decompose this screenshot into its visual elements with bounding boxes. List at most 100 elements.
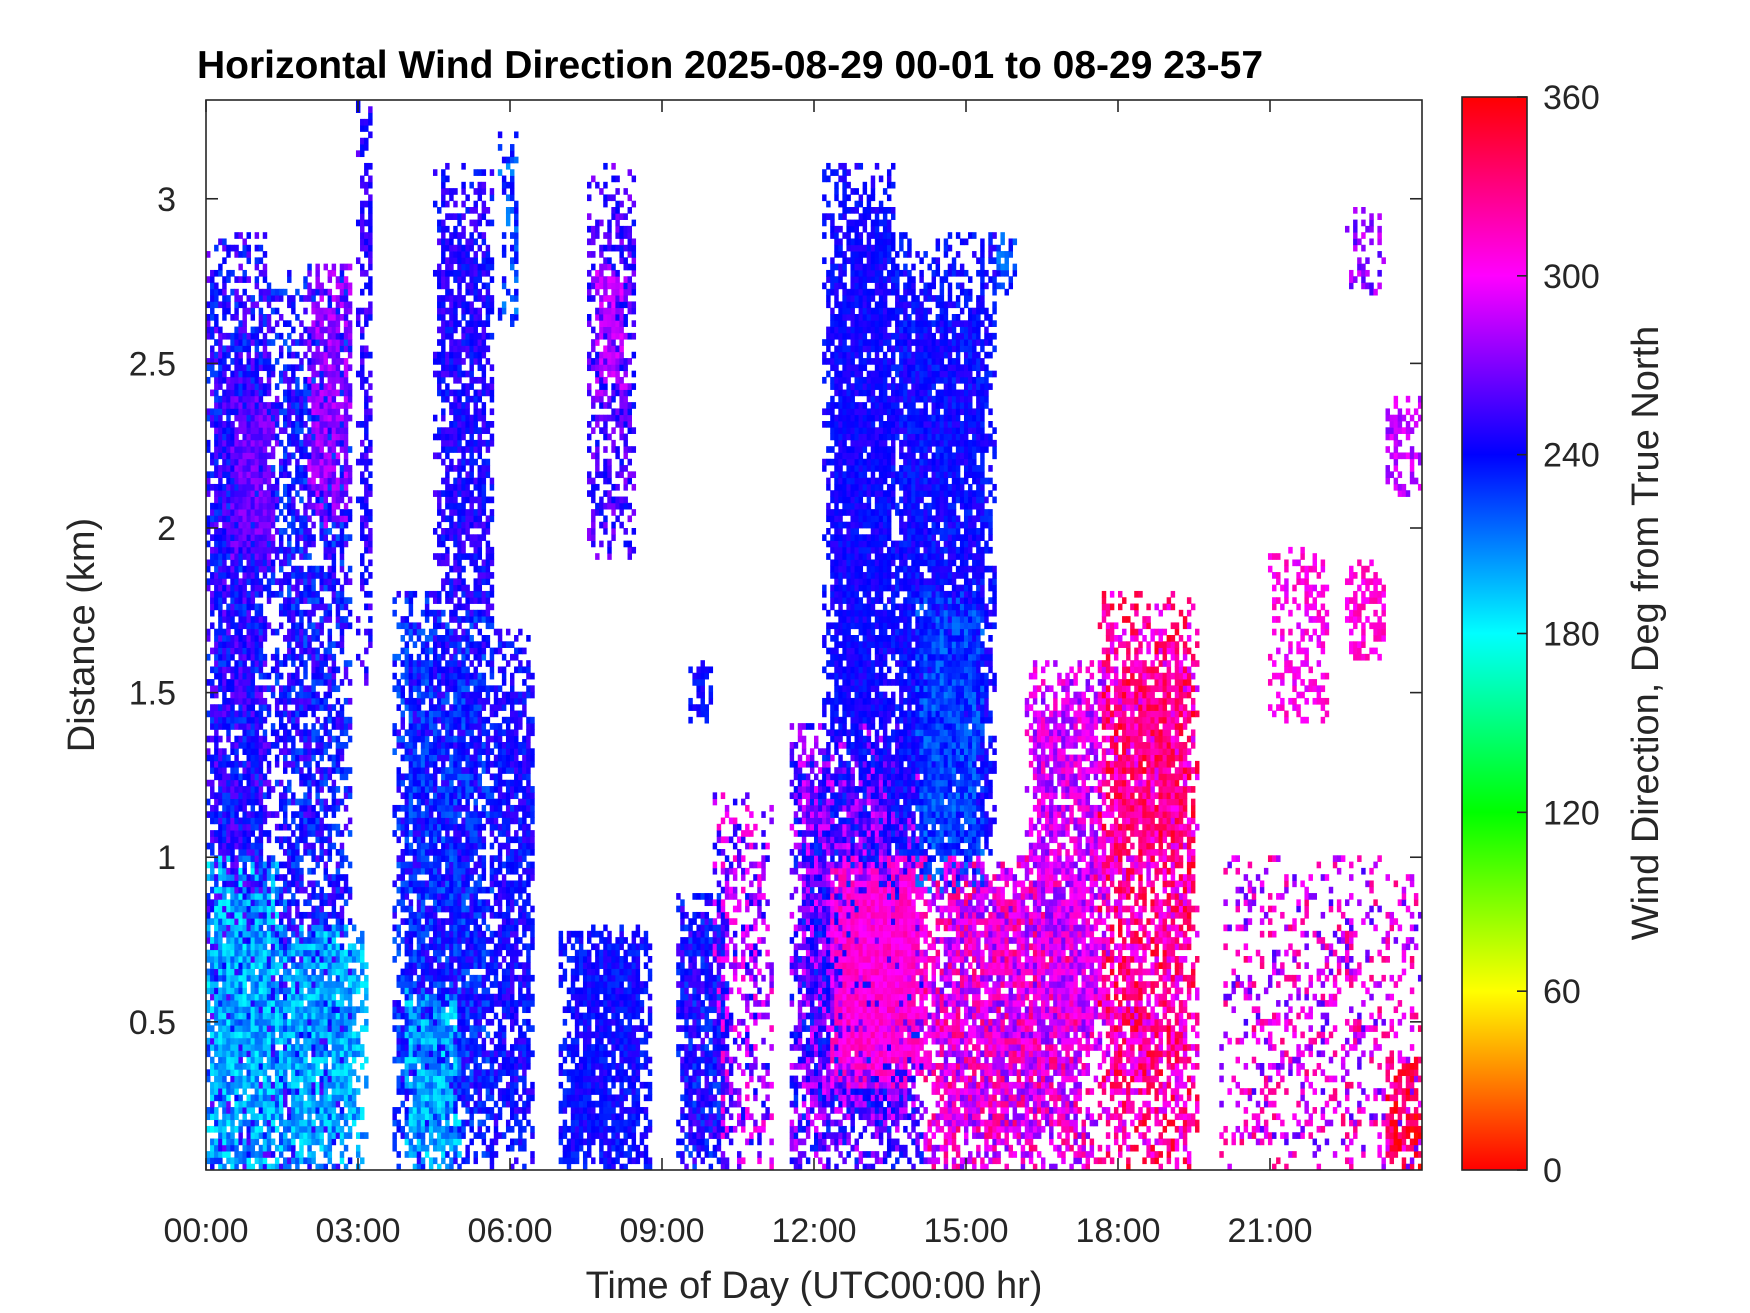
heatmap-cell [355, 1144, 361, 1152]
heatmap-cell [287, 603, 292, 611]
heatmap-cell [437, 1025, 442, 1032]
heatmap-cell [254, 358, 260, 365]
heatmap-cell [343, 578, 349, 586]
heatmap-cell [262, 968, 268, 976]
heatmap-cell [303, 798, 308, 806]
heatmap-cell [307, 282, 312, 290]
heatmap-cell [230, 987, 235, 995]
heatmap-cell [254, 257, 260, 265]
heatmap-cell [420, 974, 426, 982]
heatmap-cell [307, 893, 312, 900]
heatmap-cell [424, 867, 430, 875]
heatmap-cell [254, 924, 260, 932]
heatmap-cell [339, 553, 345, 560]
heatmap-cell [226, 477, 231, 485]
heatmap-cell [355, 1044, 361, 1051]
heatmap-cell [250, 773, 256, 781]
heatmap-cell [283, 798, 288, 806]
heatmap-cell [307, 622, 312, 630]
heatmap-cell [420, 861, 426, 869]
heatmap-cell [315, 471, 320, 479]
heatmap-cell [250, 937, 256, 944]
heatmap-cell [250, 993, 256, 1001]
heatmap-cell [242, 911, 247, 919]
heatmap-cell [299, 1107, 304, 1114]
heatmap-cell [283, 1018, 288, 1026]
heatmap-cell [250, 641, 256, 648]
heatmap-cell [331, 584, 337, 592]
heatmap-cell [254, 1088, 260, 1095]
heatmap-cell [230, 1157, 235, 1165]
heatmap-cell [230, 546, 235, 554]
heatmap-cell [295, 439, 300, 447]
heatmap-cell [291, 798, 296, 806]
heatmap-cell [307, 1044, 312, 1051]
heatmap-cell [222, 370, 227, 378]
heatmap-cell [246, 842, 251, 850]
heatmap-cell [226, 1094, 231, 1102]
heatmap-cell [335, 823, 341, 831]
heatmap-cell [242, 685, 247, 693]
heatmap-cell [270, 1163, 276, 1171]
heatmap-cell [311, 603, 316, 611]
heatmap-cell [323, 326, 328, 334]
heatmap-cell [307, 742, 312, 749]
heatmap-cell [210, 288, 215, 296]
heatmap-cell [262, 1144, 268, 1152]
heatmap-cell [226, 647, 231, 655]
heatmap-cell [311, 956, 316, 963]
heatmap-cell [343, 1056, 349, 1064]
heatmap-cell [311, 893, 316, 900]
heatmap-cell [416, 628, 422, 636]
heatmap-cell [250, 1031, 256, 1039]
heatmap-cell [428, 729, 434, 737]
heatmap-cell [262, 616, 268, 623]
heatmap-cell [258, 1157, 264, 1165]
heatmap-cell [327, 421, 333, 428]
heatmap-cell [210, 1100, 215, 1108]
heatmap-cell [412, 748, 418, 755]
heatmap-cell [274, 1081, 280, 1089]
heatmap-cell [307, 754, 312, 762]
heatmap-cell [258, 295, 264, 302]
heatmap-cell [234, 622, 239, 630]
heatmap-cell [218, 509, 223, 516]
heatmap-cell [238, 937, 243, 944]
heatmap-cell [343, 332, 349, 340]
heatmap-cell [295, 754, 300, 762]
heatmap-cell [307, 326, 312, 334]
heatmap-cell [368, 118, 373, 126]
heatmap-cell [307, 647, 312, 655]
heatmap-cell [258, 899, 264, 907]
heatmap-cell [343, 1113, 349, 1121]
heatmap-cell [319, 395, 324, 403]
heatmap-cell [315, 760, 320, 768]
heatmap-cell [266, 1144, 272, 1152]
heatmap-cell [420, 811, 426, 818]
heatmap-cell [416, 1107, 422, 1114]
heatmap-cell [218, 1050, 223, 1058]
heatmap-cell [226, 1044, 231, 1051]
heatmap-cell [254, 1138, 260, 1146]
heatmap-cell [343, 597, 349, 604]
heatmap-cell [319, 496, 324, 504]
heatmap-cell [343, 874, 349, 881]
heatmap-cell [214, 244, 219, 252]
heatmap-cell [347, 817, 353, 825]
heatmap-cell [222, 389, 227, 397]
heatmap-cell [218, 1075, 223, 1083]
heatmap-cell [412, 704, 418, 711]
heatmap-cell [246, 704, 251, 711]
heatmap-cell [246, 345, 251, 353]
heatmap-cell [315, 1088, 320, 1095]
heatmap-cell [270, 956, 276, 963]
heatmap-cell [258, 823, 264, 831]
heatmap-cell [319, 339, 324, 346]
heatmap-cell [234, 458, 239, 466]
heatmap-cell [315, 1000, 320, 1007]
heatmap-cell [234, 1006, 239, 1014]
heatmap-cell [214, 1088, 219, 1095]
heatmap-cell [270, 628, 276, 636]
heatmap-cell [226, 490, 231, 497]
heatmap-cell [238, 974, 243, 982]
